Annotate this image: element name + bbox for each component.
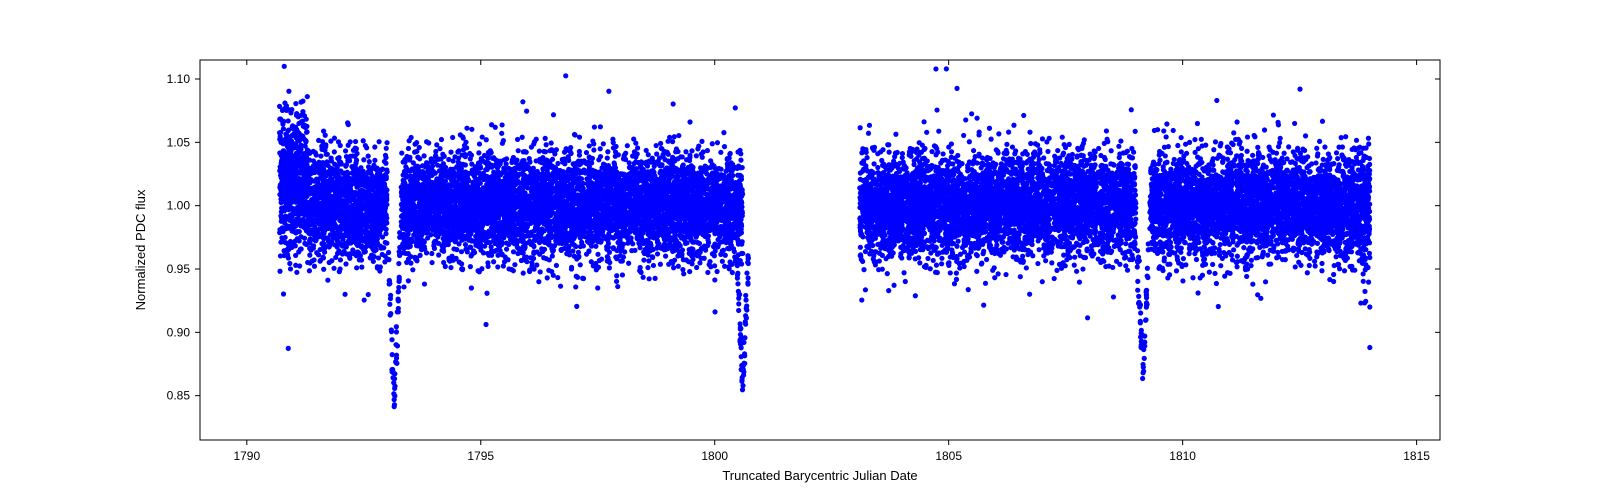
y-tick-label: 0.90 <box>167 325 191 339</box>
y-tick-label: 0.95 <box>167 262 191 276</box>
y-tick-label: 1.10 <box>167 72 191 86</box>
x-tick-label: 1810 <box>1169 449 1196 463</box>
y-tick-label: 0.85 <box>167 389 191 403</box>
x-tick-label: 1795 <box>467 449 494 463</box>
x-tick-label: 1815 <box>1403 449 1430 463</box>
x-tick-label: 1800 <box>701 449 728 463</box>
y-axis-label: Normalized PDC flux <box>133 189 148 310</box>
y-tick-label: 1.05 <box>167 135 191 149</box>
chart-svg: 1790 1795 1800 1805 1810 1815 0.85 0.90 0.95 1.00… <box>0 0 1600 500</box>
lightcurve-scatter-chart: 1790 1795 1800 1805 1810 1815 0.85 0.90 0.95 1.00… <box>0 0 1600 500</box>
y-tick-label: 1.00 <box>167 199 191 213</box>
x-tick-label: 1790 <box>233 449 260 463</box>
x-tick-label: 1805 <box>935 449 962 463</box>
x-axis-label: Truncated Barycentric Julian Date <box>722 468 917 483</box>
